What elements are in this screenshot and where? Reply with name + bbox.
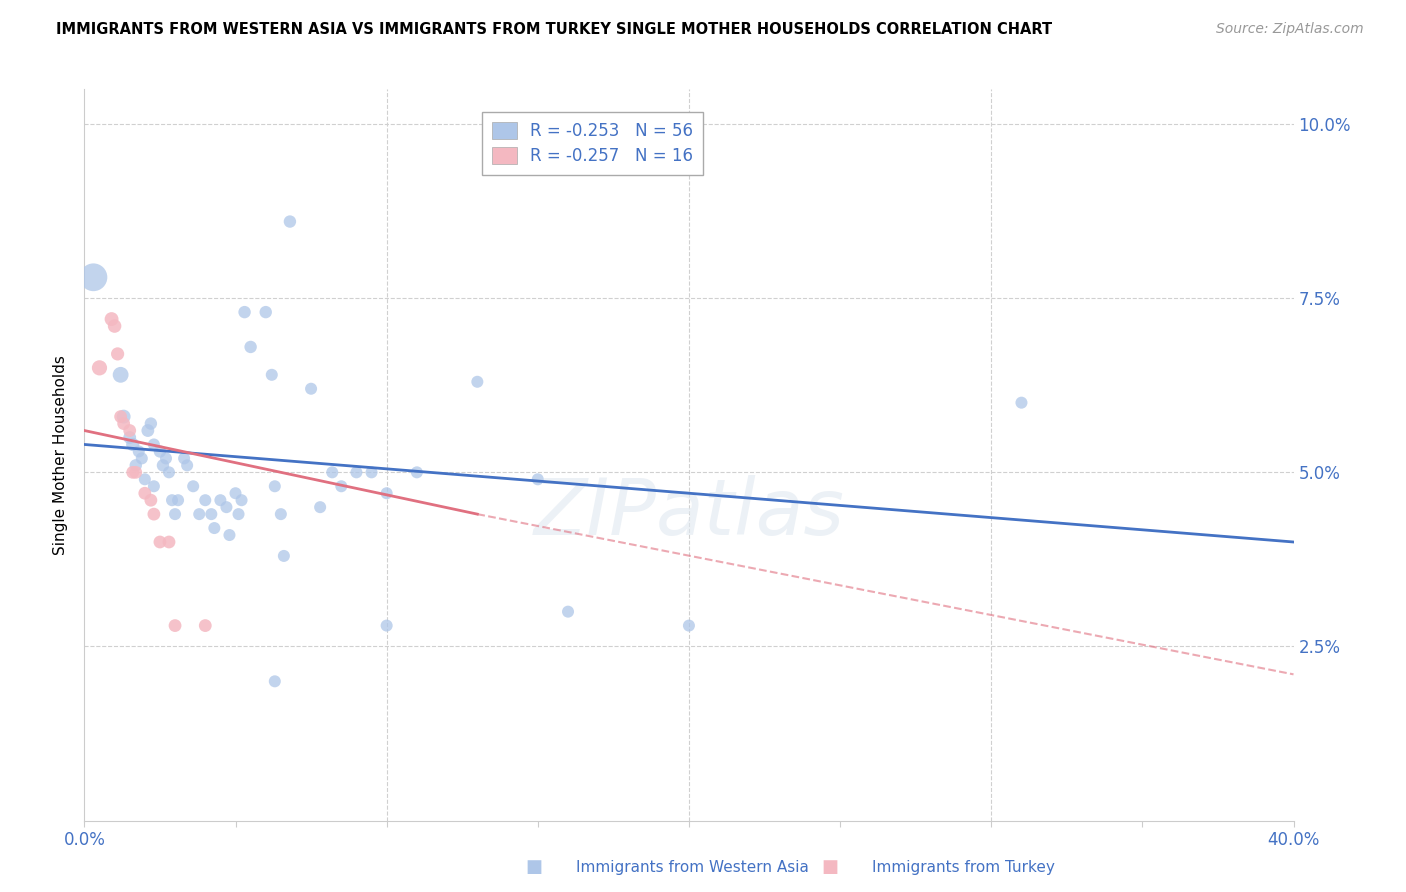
- Point: [181, 479, 204, 493]
- Point: [121, 466, 143, 480]
- Point: [173, 451, 195, 466]
- Point: [215, 500, 238, 515]
- Point: [134, 486, 156, 500]
- Point: [527, 472, 550, 486]
- Point: [118, 424, 141, 438]
- Point: [273, 549, 295, 563]
- Point: [176, 458, 198, 473]
- Point: [375, 618, 398, 632]
- Point: [263, 479, 285, 493]
- Point: [299, 382, 322, 396]
- Point: [157, 466, 180, 480]
- Point: [360, 466, 382, 480]
- Text: Immigrants from Western Asia: Immigrants from Western Asia: [576, 860, 810, 874]
- Point: [160, 493, 183, 508]
- Point: [231, 493, 253, 508]
- Point: [89, 360, 111, 375]
- Point: [254, 305, 277, 319]
- Point: [121, 437, 143, 451]
- Point: [200, 507, 222, 521]
- Point: [112, 409, 135, 424]
- Point: [136, 424, 159, 438]
- Point: [1011, 395, 1033, 409]
- Text: ZIPatlas: ZIPatlas: [533, 475, 845, 551]
- Point: [149, 444, 172, 458]
- Point: [225, 486, 247, 500]
- Point: [100, 312, 122, 326]
- Point: [110, 409, 132, 424]
- Point: [134, 472, 156, 486]
- Point: [678, 618, 700, 632]
- Point: [321, 466, 343, 480]
- Point: [278, 214, 301, 228]
- Point: [107, 347, 129, 361]
- Point: [110, 368, 132, 382]
- Point: [188, 507, 211, 521]
- Point: [557, 605, 579, 619]
- Point: [167, 493, 190, 508]
- Point: [270, 507, 292, 521]
- Point: [139, 493, 162, 508]
- Legend: R = -0.253   N = 56, R = -0.257   N = 16: R = -0.253 N = 56, R = -0.257 N = 16: [481, 112, 703, 175]
- Point: [149, 535, 172, 549]
- Point: [467, 375, 489, 389]
- Point: [228, 507, 250, 521]
- Text: IMMIGRANTS FROM WESTERN ASIA VS IMMIGRANTS FROM TURKEY SINGLE MOTHER HOUSEHOLDS : IMMIGRANTS FROM WESTERN ASIA VS IMMIGRAN…: [56, 22, 1052, 37]
- Point: [209, 493, 232, 508]
- Point: [125, 466, 148, 480]
- Point: [82, 270, 104, 285]
- Point: [155, 451, 177, 466]
- Text: ■: ■: [821, 858, 838, 876]
- Point: [125, 458, 148, 473]
- Point: [112, 417, 135, 431]
- Point: [152, 458, 174, 473]
- Point: [128, 444, 150, 458]
- Point: [194, 493, 217, 508]
- Point: [309, 500, 332, 515]
- Point: [406, 466, 429, 480]
- Text: Source: ZipAtlas.com: Source: ZipAtlas.com: [1216, 22, 1364, 37]
- Point: [142, 479, 165, 493]
- Point: [346, 466, 368, 480]
- Point: [131, 451, 153, 466]
- Point: [218, 528, 240, 542]
- Point: [157, 535, 180, 549]
- Point: [239, 340, 262, 354]
- Point: [165, 507, 187, 521]
- Point: [139, 417, 162, 431]
- Point: [142, 437, 165, 451]
- Point: [194, 618, 217, 632]
- Point: [118, 430, 141, 444]
- Point: [165, 618, 187, 632]
- Point: [202, 521, 225, 535]
- Y-axis label: Single Mother Households: Single Mother Households: [53, 355, 69, 555]
- Text: Immigrants from Turkey: Immigrants from Turkey: [872, 860, 1054, 874]
- Point: [375, 486, 398, 500]
- Text: ■: ■: [526, 858, 543, 876]
- Point: [104, 319, 127, 334]
- Point: [330, 479, 353, 493]
- Point: [233, 305, 256, 319]
- Point: [263, 674, 285, 689]
- Point: [142, 507, 165, 521]
- Point: [260, 368, 283, 382]
